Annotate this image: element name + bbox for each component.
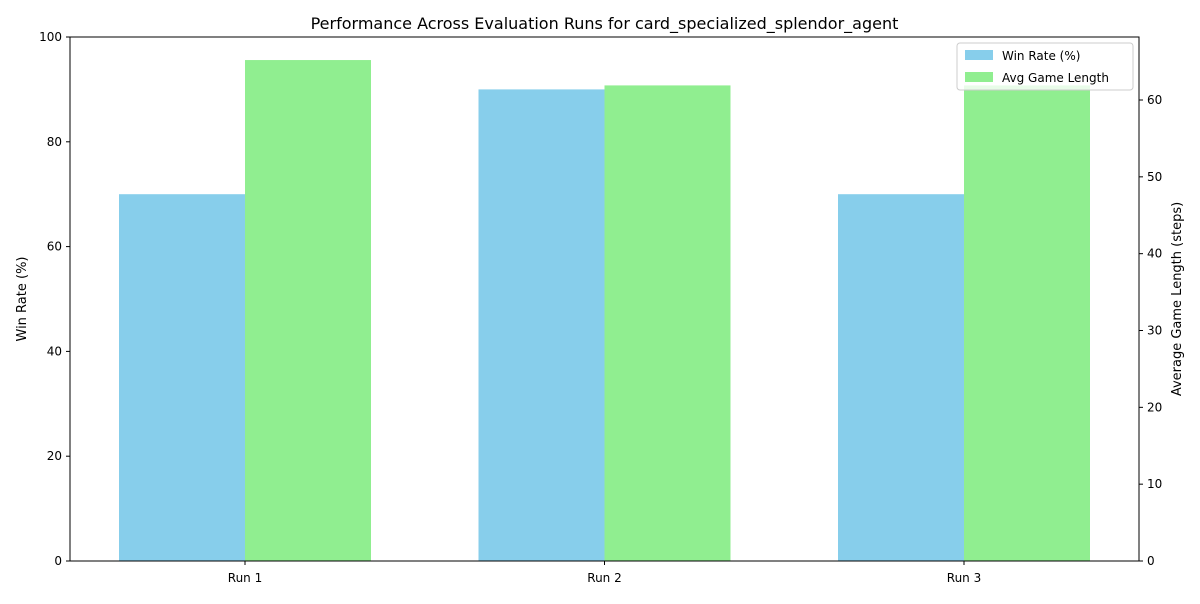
bar-win-rate-2 (478, 89, 605, 562)
legend-swatch-win-rate (965, 50, 993, 60)
bars (119, 60, 1090, 562)
y-axis-right: 0 10 20 30 40 50 60 (1139, 93, 1162, 568)
y-right-tick-label: 20 (1147, 400, 1162, 414)
y-right-tick-label: 10 (1147, 477, 1162, 491)
legend-box (956, 42, 1134, 91)
y-left-tick-label: 20 (47, 449, 62, 463)
chart-title: Performance Across Evaluation Runs for c… (311, 14, 899, 34)
bar-win-rate-3 (838, 194, 964, 561)
x-tick-label: Run 3 (947, 571, 981, 585)
y-right-tick-label: 50 (1147, 170, 1162, 184)
y-right-tick-label: 60 (1147, 93, 1162, 107)
legend-label-avg-game-length: Avg Game Length (1002, 71, 1109, 85)
legend-label-win-rate: Win Rate (%) (1002, 49, 1080, 63)
y-axis-left: 0 20 40 60 80 100 (39, 30, 70, 568)
legend: Win Rate (%) Avg Game Length (956, 42, 1134, 91)
y-right-tick-label: 40 (1147, 247, 1162, 261)
y-left-tick-label: 100 (39, 30, 62, 44)
y-left-tick-label: 80 (47, 135, 62, 149)
bar-avg-game-length-2 (604, 85, 731, 561)
bar-avg-game-length-1 (245, 60, 371, 561)
y-right-tick-label: 0 (1147, 554, 1155, 568)
bar-win-rate-1 (119, 194, 245, 561)
y-left-tick-label: 40 (47, 344, 62, 358)
y-left-tick-label: 60 (47, 240, 62, 254)
bar-avg-game-length-3 (964, 85, 1090, 561)
y-left-tick-label: 0 (54, 554, 62, 568)
y-axis-right-title: Average Game Length (steps) (1170, 202, 1185, 396)
legend-swatch-avg-game-length (965, 72, 993, 82)
x-tick-label: Run 2 (587, 571, 621, 585)
x-axis: Run 1 Run 2 Run 3 (228, 561, 981, 585)
y-axis-left-title: Win Rate (%) (15, 257, 30, 342)
x-tick-label: Run 1 (228, 571, 262, 585)
y-right-tick-label: 30 (1147, 324, 1162, 338)
